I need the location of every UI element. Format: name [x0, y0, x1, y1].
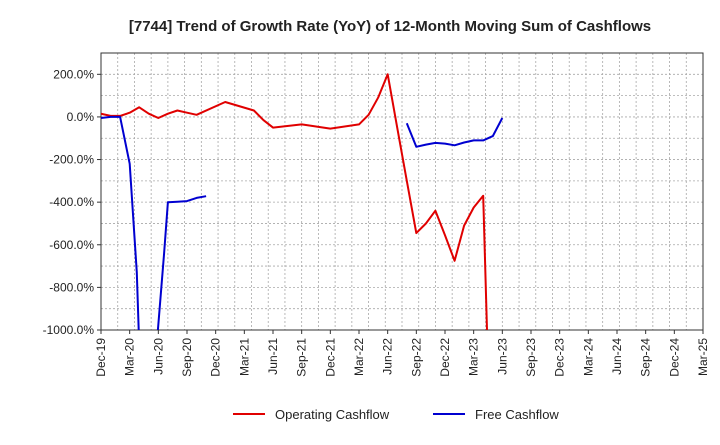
y-tick-label: -800.0%: [49, 280, 94, 294]
y-tick-label: 200.0%: [53, 67, 94, 81]
x-tick-label: Mar-22: [352, 338, 366, 376]
x-tick-label: Jun-20: [151, 338, 165, 375]
x-tick-label: Mar-24: [581, 338, 595, 376]
x-tick-label: Sep-20: [180, 338, 194, 377]
x-tick-label: Jun-24: [610, 338, 624, 375]
legend: Operating Cashflow Free Cashflow: [233, 407, 559, 422]
y-tick-label: 0.0%: [67, 110, 95, 124]
x-tick-label: Sep-22: [409, 338, 423, 377]
x-tick-label: Mar-20: [123, 338, 137, 376]
x-tick-label: Dec-24: [667, 338, 681, 377]
series-line-free-cashflow: [156, 195, 207, 330]
x-tick-label: Dec-23: [553, 338, 567, 377]
x-tick-label: Jun-23: [495, 338, 509, 375]
x-tick-label: Jun-21: [266, 338, 280, 375]
x-tick-label: Dec-22: [438, 338, 452, 377]
y-tick-label: -400.0%: [49, 195, 94, 209]
x-tick-label: Mar-25: [696, 338, 710, 376]
x-tick-label: Dec-20: [209, 338, 223, 377]
legend-label: Free Cashflow: [475, 407, 559, 422]
plot-frame: [100, 52, 704, 331]
x-tick-label: Sep-24: [639, 338, 653, 377]
x-tick-label: Dec-19: [94, 338, 108, 377]
series-line-operating-cashflow: [101, 73, 488, 330]
y-tick-label: -200.0%: [49, 153, 94, 167]
legend-label: Operating Cashflow: [275, 407, 390, 422]
x-tick-label: Jun-22: [381, 338, 395, 375]
x-axis: Dec-19 Mar-20 Jun-20 Sep-20 Dec-20 Mar-21 Jun-…: [94, 330, 710, 377]
x-tick-label: Mar-23: [467, 338, 481, 376]
x-tick-label: Mar-21: [237, 338, 251, 376]
x-tick-label: Sep-23: [524, 338, 538, 377]
y-axis: 200.0% 0.0% -200.0% -400.0% -600.0% -800.0% -1…: [43, 67, 101, 337]
y-tick-label: -1000.0%: [43, 323, 95, 337]
series-layer: [101, 73, 504, 330]
y-tick-label: -600.0%: [49, 238, 94, 252]
series-line-free-cashflow: [101, 115, 140, 330]
grid: [101, 52, 703, 331]
series-line-free-cashflow: [405, 117, 504, 148]
chart-title: [7744] Trend of Growth Rate (YoY) of 12-…: [129, 18, 651, 35]
x-tick-label: Sep-21: [295, 338, 309, 377]
x-tick-label: Dec-21: [323, 338, 337, 377]
plot-border: [100, 52, 704, 331]
